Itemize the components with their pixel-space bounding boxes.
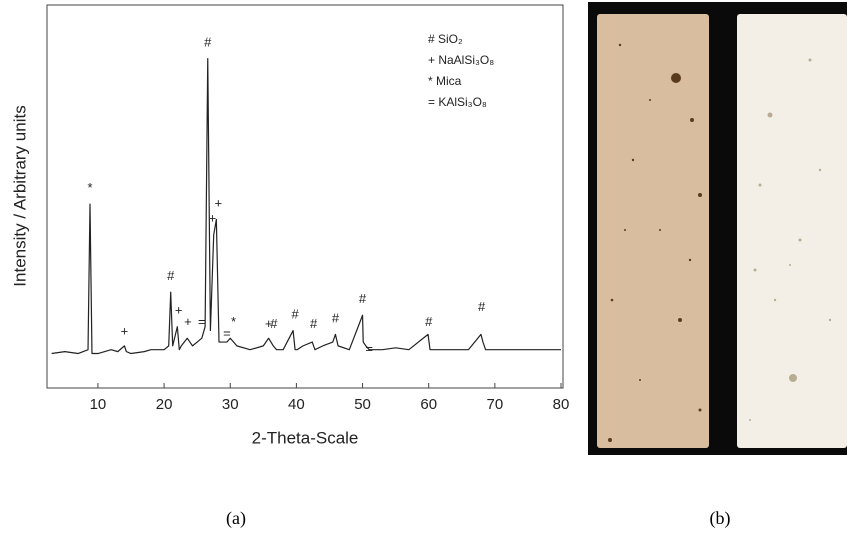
x-tick-label: 70 <box>487 396 504 413</box>
legend-entry: * Mica <box>428 74 462 88</box>
x-tick-label: 50 <box>354 396 371 413</box>
peak-label: = <box>365 341 373 356</box>
peak-label: # <box>310 316 318 331</box>
peak-label: # <box>359 291 367 306</box>
x-tick-label: 20 <box>156 396 173 413</box>
caption: (a) <box>226 508 246 529</box>
peak-label: # <box>270 316 278 331</box>
peak-label: + <box>265 316 273 331</box>
x-tick-label: 30 <box>222 396 239 413</box>
peak-label: + <box>215 195 223 210</box>
peak-label: + <box>184 314 192 329</box>
peak-label: * <box>87 180 92 195</box>
x-tick-label: 10 <box>90 396 107 413</box>
plot-frame <box>46 4 564 389</box>
peak-label: * <box>231 314 236 329</box>
peak-label: = <box>223 326 231 341</box>
peak-label: + <box>209 211 217 226</box>
x-tick-label: 80 <box>553 396 570 413</box>
peak-label: # <box>291 306 299 321</box>
peak-label: # <box>478 299 486 314</box>
caption: (b) <box>710 508 731 529</box>
x-tick-label: 60 <box>420 396 437 413</box>
peak-label: + <box>175 303 183 318</box>
photo <box>588 2 847 455</box>
peak-label: # <box>204 35 212 50</box>
peak-label: # <box>167 268 175 283</box>
x-tick-label: 40 <box>288 396 305 413</box>
peak-label: = <box>198 314 206 329</box>
x-axis-label: 2-Theta-Scale <box>252 428 359 447</box>
xrd-line <box>51 58 562 355</box>
peak-label: # <box>332 310 340 325</box>
legend-entry: # SiO₂ <box>428 32 463 46</box>
peak-label: # <box>425 314 433 329</box>
y-axis-label: Intensity / Arbitrary units <box>10 105 29 286</box>
legend-entry: + NaAlSi₃O₈ <box>428 53 494 67</box>
peak-label: + <box>121 324 129 339</box>
legend-entry: = KAlSi₃O₈ <box>428 95 487 109</box>
